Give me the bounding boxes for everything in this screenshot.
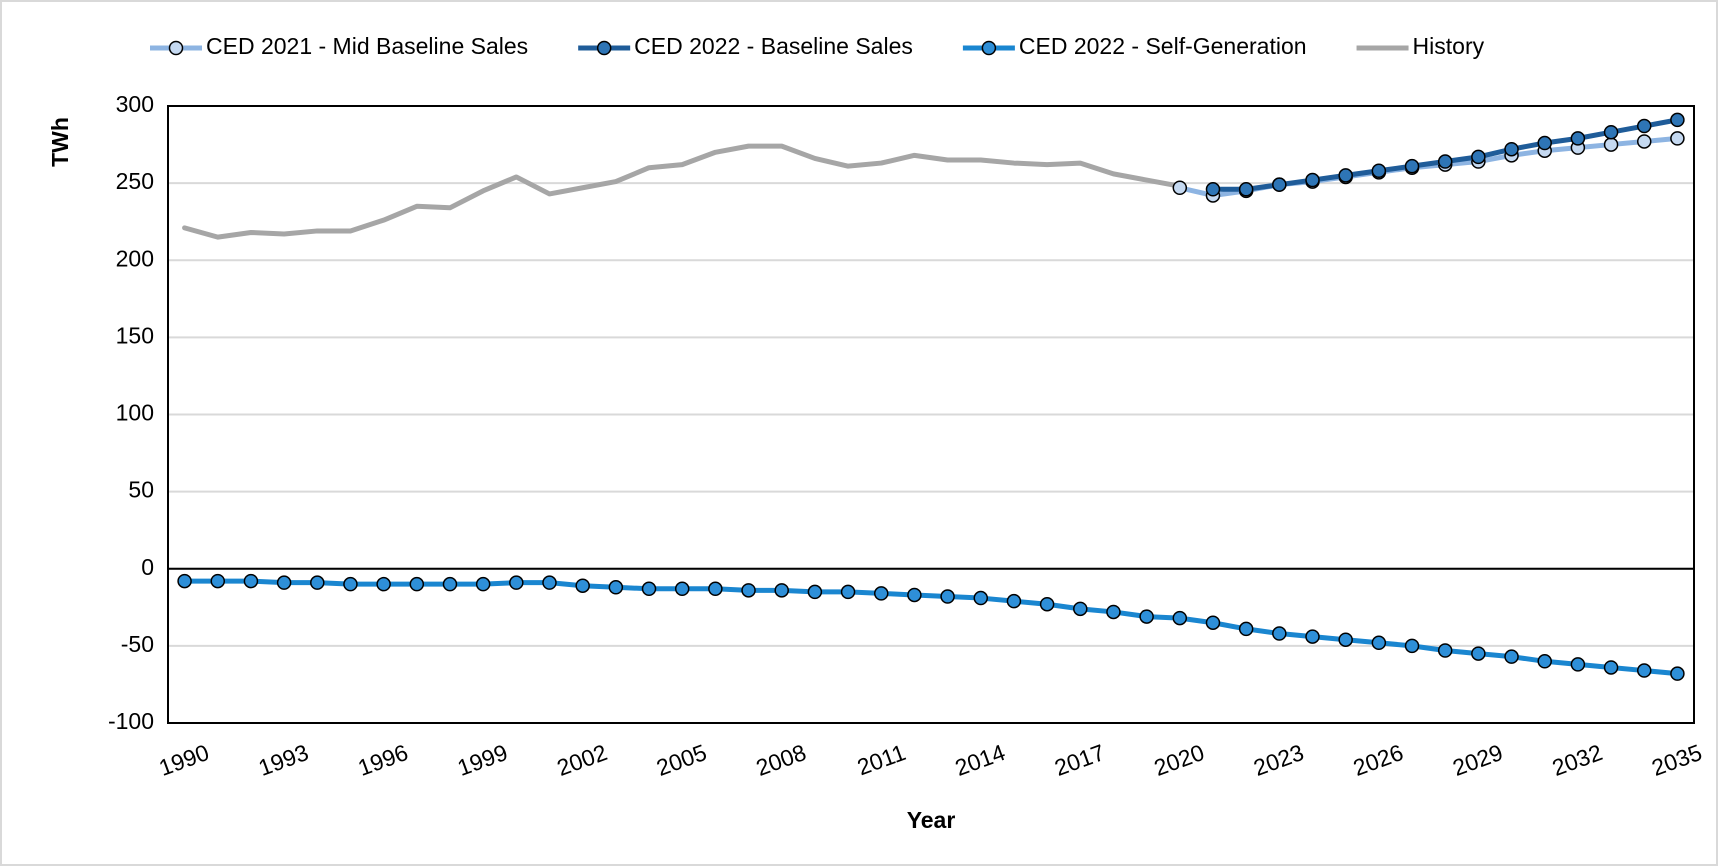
data-point (1471, 149, 1486, 165)
series-line (182, 143, 1183, 240)
data-point (940, 589, 955, 604)
legend-label: CED 2022 - Self-Generation (1019, 33, 1307, 59)
data-point (1371, 163, 1387, 179)
data-point (807, 584, 823, 600)
data-point (840, 584, 856, 600)
data-point (1106, 604, 1121, 620)
data-point (1139, 609, 1154, 624)
data-point (1172, 180, 1188, 196)
data-point (542, 575, 557, 590)
data-point (1404, 638, 1420, 654)
data-point (575, 578, 590, 593)
data-point (1570, 131, 1586, 146)
data-point (708, 581, 723, 597)
legend-marker (168, 40, 184, 56)
data-point (1471, 646, 1486, 661)
y-tick-label: -50 (121, 631, 154, 657)
data-point (343, 576, 358, 592)
legend-label: CED 2022 - Baseline Sales (634, 33, 913, 59)
data-point (376, 576, 391, 592)
data-point (210, 573, 226, 589)
data-point (1570, 657, 1586, 672)
data-point (1636, 118, 1652, 134)
y-tick-label: 250 (116, 168, 154, 194)
data-point (907, 587, 922, 603)
y-tick-label: 0 (141, 554, 154, 580)
plot-frame (167, 105, 1695, 724)
data-point (1537, 135, 1552, 151)
y-tick-label: 200 (116, 245, 154, 271)
data-point (1305, 172, 1320, 188)
data-point (243, 573, 259, 589)
data-point (741, 583, 756, 598)
data-point (1670, 131, 1685, 146)
data-point (1305, 629, 1320, 644)
data-point (442, 576, 458, 592)
data-point (1205, 615, 1221, 630)
series-line (182, 578, 1680, 677)
data-point (1603, 660, 1619, 675)
y-tick-label: 150 (116, 322, 154, 348)
data-point (608, 580, 624, 595)
data-point (641, 581, 657, 597)
data-point (1670, 666, 1685, 681)
y-tick-label: -100 (108, 708, 154, 734)
data-point (774, 583, 789, 598)
data-point (1272, 626, 1287, 641)
data-point (1404, 158, 1420, 174)
legend-marker (981, 40, 997, 56)
data-point (276, 575, 292, 590)
y-tick-label: 50 (128, 477, 154, 503)
data-point (1338, 168, 1353, 183)
x-axis-title: Year (907, 807, 956, 833)
data-point (1437, 643, 1453, 658)
y-axis-title: TWh (47, 117, 73, 167)
data-point (1636, 134, 1652, 149)
y-tick-label: 100 (116, 400, 154, 426)
legend-marker (596, 40, 612, 56)
data-point (1172, 610, 1188, 626)
legend-label: History (1413, 33, 1485, 59)
data-point (177, 573, 192, 589)
data-point (409, 576, 425, 592)
data-point (1238, 182, 1254, 197)
data-point (1073, 601, 1088, 617)
legend-label: CED 2021 - Mid Baseline Sales (206, 33, 528, 59)
data-point (973, 590, 989, 606)
data-point (873, 586, 889, 601)
data-point (1504, 649, 1519, 664)
data-point (674, 581, 690, 597)
data-point (1636, 663, 1652, 678)
data-point (1371, 635, 1387, 651)
data-point (1537, 654, 1552, 669)
y-tick-label: 300 (116, 91, 154, 117)
data-point (1338, 632, 1353, 647)
data-point (475, 576, 491, 592)
data-point (1238, 621, 1254, 637)
data-point (1272, 177, 1287, 192)
data-point (1039, 596, 1055, 612)
data-point (1437, 154, 1453, 169)
data-point (310, 575, 325, 590)
data-point (1504, 141, 1519, 157)
data-point (1670, 112, 1685, 128)
data-point (1006, 593, 1022, 609)
data-point (1205, 182, 1221, 197)
data-point (1603, 124, 1619, 140)
data-point (509, 575, 524, 590)
data-point (1603, 137, 1619, 152)
